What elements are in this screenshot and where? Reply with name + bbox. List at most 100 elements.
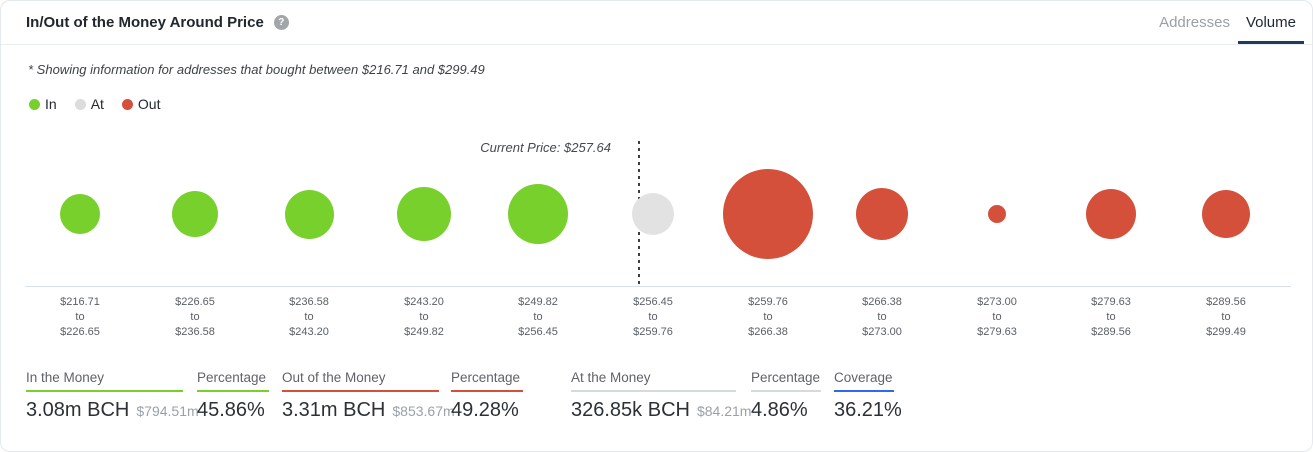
- tick-to: $243.20: [289, 326, 329, 338]
- x-tick-label: $216.71 to $226.65: [23, 295, 137, 340]
- tick-to: $273.00: [862, 326, 902, 338]
- bubble-in[interactable]: [397, 187, 451, 241]
- tick-from: $273.00: [977, 296, 1017, 308]
- stat-values: 36.21%: [834, 399, 902, 422]
- tab-volume[interactable]: Volume: [1237, 1, 1304, 44]
- tick-from: $256.45: [633, 296, 673, 308]
- tick-from: $259.76: [748, 296, 788, 308]
- tick-separator: to: [1106, 311, 1116, 323]
- stat-label: At the Money: [571, 370, 736, 392]
- stat-value: 3.31m BCH: [282, 399, 386, 421]
- stat-secondary-value: $84.21m: [696, 403, 752, 419]
- legend-item-out[interactable]: Out: [121, 96, 161, 112]
- tick-to: $249.82: [404, 326, 444, 338]
- stat-values: 45.86%: [197, 399, 269, 422]
- bubble-out[interactable]: [988, 205, 1006, 223]
- tick-separator: to: [533, 311, 543, 323]
- stat-values: 3.08m BCH $794.51m: [26, 399, 199, 422]
- stat-secondary-value: $794.51m: [136, 403, 199, 419]
- x-tick-label: $249.82 to $256.45: [481, 295, 595, 340]
- bubble-out[interactable]: [1202, 190, 1250, 238]
- legend: In At Out: [29, 96, 161, 112]
- stat-values: 326.85k BCH $84.21m: [571, 399, 751, 422]
- stat-values: 3.31m BCH $853.67m: [282, 399, 455, 422]
- tick-from: $216.71: [60, 296, 100, 308]
- stat-label: In the Money: [26, 370, 183, 392]
- stat-values: 49.28%: [451, 399, 523, 422]
- tick-separator: to: [75, 311, 85, 323]
- tick-separator: to: [648, 311, 658, 323]
- stat-coverage: Coverage 36.21%: [834, 369, 902, 422]
- bubble-in[interactable]: [172, 191, 218, 237]
- out-dot-icon: [121, 98, 133, 110]
- stat-label: Coverage: [834, 370, 894, 392]
- stat-label: Out of the Money: [282, 370, 439, 392]
- in-dot-icon: [29, 98, 40, 110]
- card-header: In/Out of the Money Around Price ? Addre…: [1, 1, 1312, 45]
- stat-percentage: Percentage 49.28%: [451, 369, 523, 422]
- tick-from: $266.38: [862, 296, 902, 308]
- bubble-out[interactable]: [856, 188, 908, 240]
- legend-item-at[interactable]: At: [74, 96, 104, 112]
- tick-to: $279.63: [977, 326, 1017, 338]
- stat-values: 4.86%: [751, 399, 821, 422]
- help-icon[interactable]: ?: [273, 15, 289, 30]
- x-tick-label: $226.65 to $236.58: [138, 295, 252, 340]
- tick-separator: to: [190, 311, 200, 323]
- tick-separator: to: [877, 311, 887, 323]
- x-tick-label: $279.63 to $289.56: [1054, 295, 1168, 340]
- stat-value: 4.86%: [751, 399, 808, 421]
- stat-at-the-money: At the Money 326.85k BCH $84.21m: [571, 369, 751, 422]
- stat-percentage: Percentage 4.86%: [751, 369, 821, 422]
- tick-from: $243.20: [404, 296, 444, 308]
- tick-from: $249.82: [518, 296, 558, 308]
- tick-separator: to: [304, 311, 314, 323]
- bubble-in[interactable]: [508, 184, 568, 244]
- stat-value: 36.21%: [834, 399, 902, 421]
- tab-addresses[interactable]: Addresses: [1159, 14, 1230, 31]
- bubble-out[interactable]: [1086, 189, 1136, 239]
- stat-label: Percentage: [751, 370, 821, 392]
- legend-item-in[interactable]: In: [29, 96, 57, 112]
- bubble-at[interactable]: [632, 193, 674, 235]
- x-tick-label: $256.45 to $259.76: [596, 295, 710, 340]
- tick-to: $266.38: [748, 326, 788, 338]
- tick-from: $226.65: [175, 296, 215, 308]
- stat-out-of-the-money: Out of the Money 3.31m BCH $853.67m: [282, 369, 455, 422]
- stat-value: 326.85k BCH: [571, 399, 690, 421]
- tick-separator: to: [992, 311, 1002, 323]
- bubble-in[interactable]: [285, 190, 334, 239]
- stat-secondary-value: $853.67m: [392, 403, 455, 419]
- tick-from: $236.58: [289, 296, 329, 308]
- bubble-out[interactable]: [723, 169, 813, 259]
- x-tick-label: $236.58 to $243.20: [252, 295, 366, 340]
- bubble-in[interactable]: [60, 194, 100, 234]
- tick-to: $289.56: [1091, 326, 1131, 338]
- stat-label: Percentage: [197, 370, 269, 392]
- tick-to: $299.49: [1206, 326, 1246, 338]
- legend-label: Out: [137, 96, 161, 112]
- x-tick-label: $259.76 to $266.38: [711, 295, 825, 340]
- x-tick-label: $273.00 to $279.63: [940, 295, 1054, 340]
- stat-value: 3.08m BCH: [26, 399, 130, 421]
- tick-separator: to: [1221, 311, 1231, 323]
- x-axis-line: [25, 286, 1291, 287]
- at-dot-icon: [74, 98, 86, 110]
- stat-label: Percentage: [451, 370, 523, 392]
- tick-separator: to: [763, 311, 773, 323]
- legend-label: At: [90, 96, 104, 112]
- range-disclaimer: * Showing information for addresses that…: [28, 62, 485, 77]
- tick-from: $289.56: [1206, 296, 1246, 308]
- tick-to: $256.45: [518, 326, 558, 338]
- page-title: In/Out of the Money Around Price: [26, 14, 264, 31]
- tick-to: $259.76: [633, 326, 673, 338]
- legend-label: In: [45, 96, 57, 112]
- tab-bar: Addresses Volume: [1151, 1, 1304, 44]
- current-price-label: Current Price: $257.64: [480, 140, 611, 155]
- stat-percentage: Percentage 45.86%: [197, 369, 269, 422]
- tick-from: $279.63: [1091, 296, 1131, 308]
- tick-separator: to: [419, 311, 429, 323]
- stat-value: 49.28%: [451, 399, 519, 421]
